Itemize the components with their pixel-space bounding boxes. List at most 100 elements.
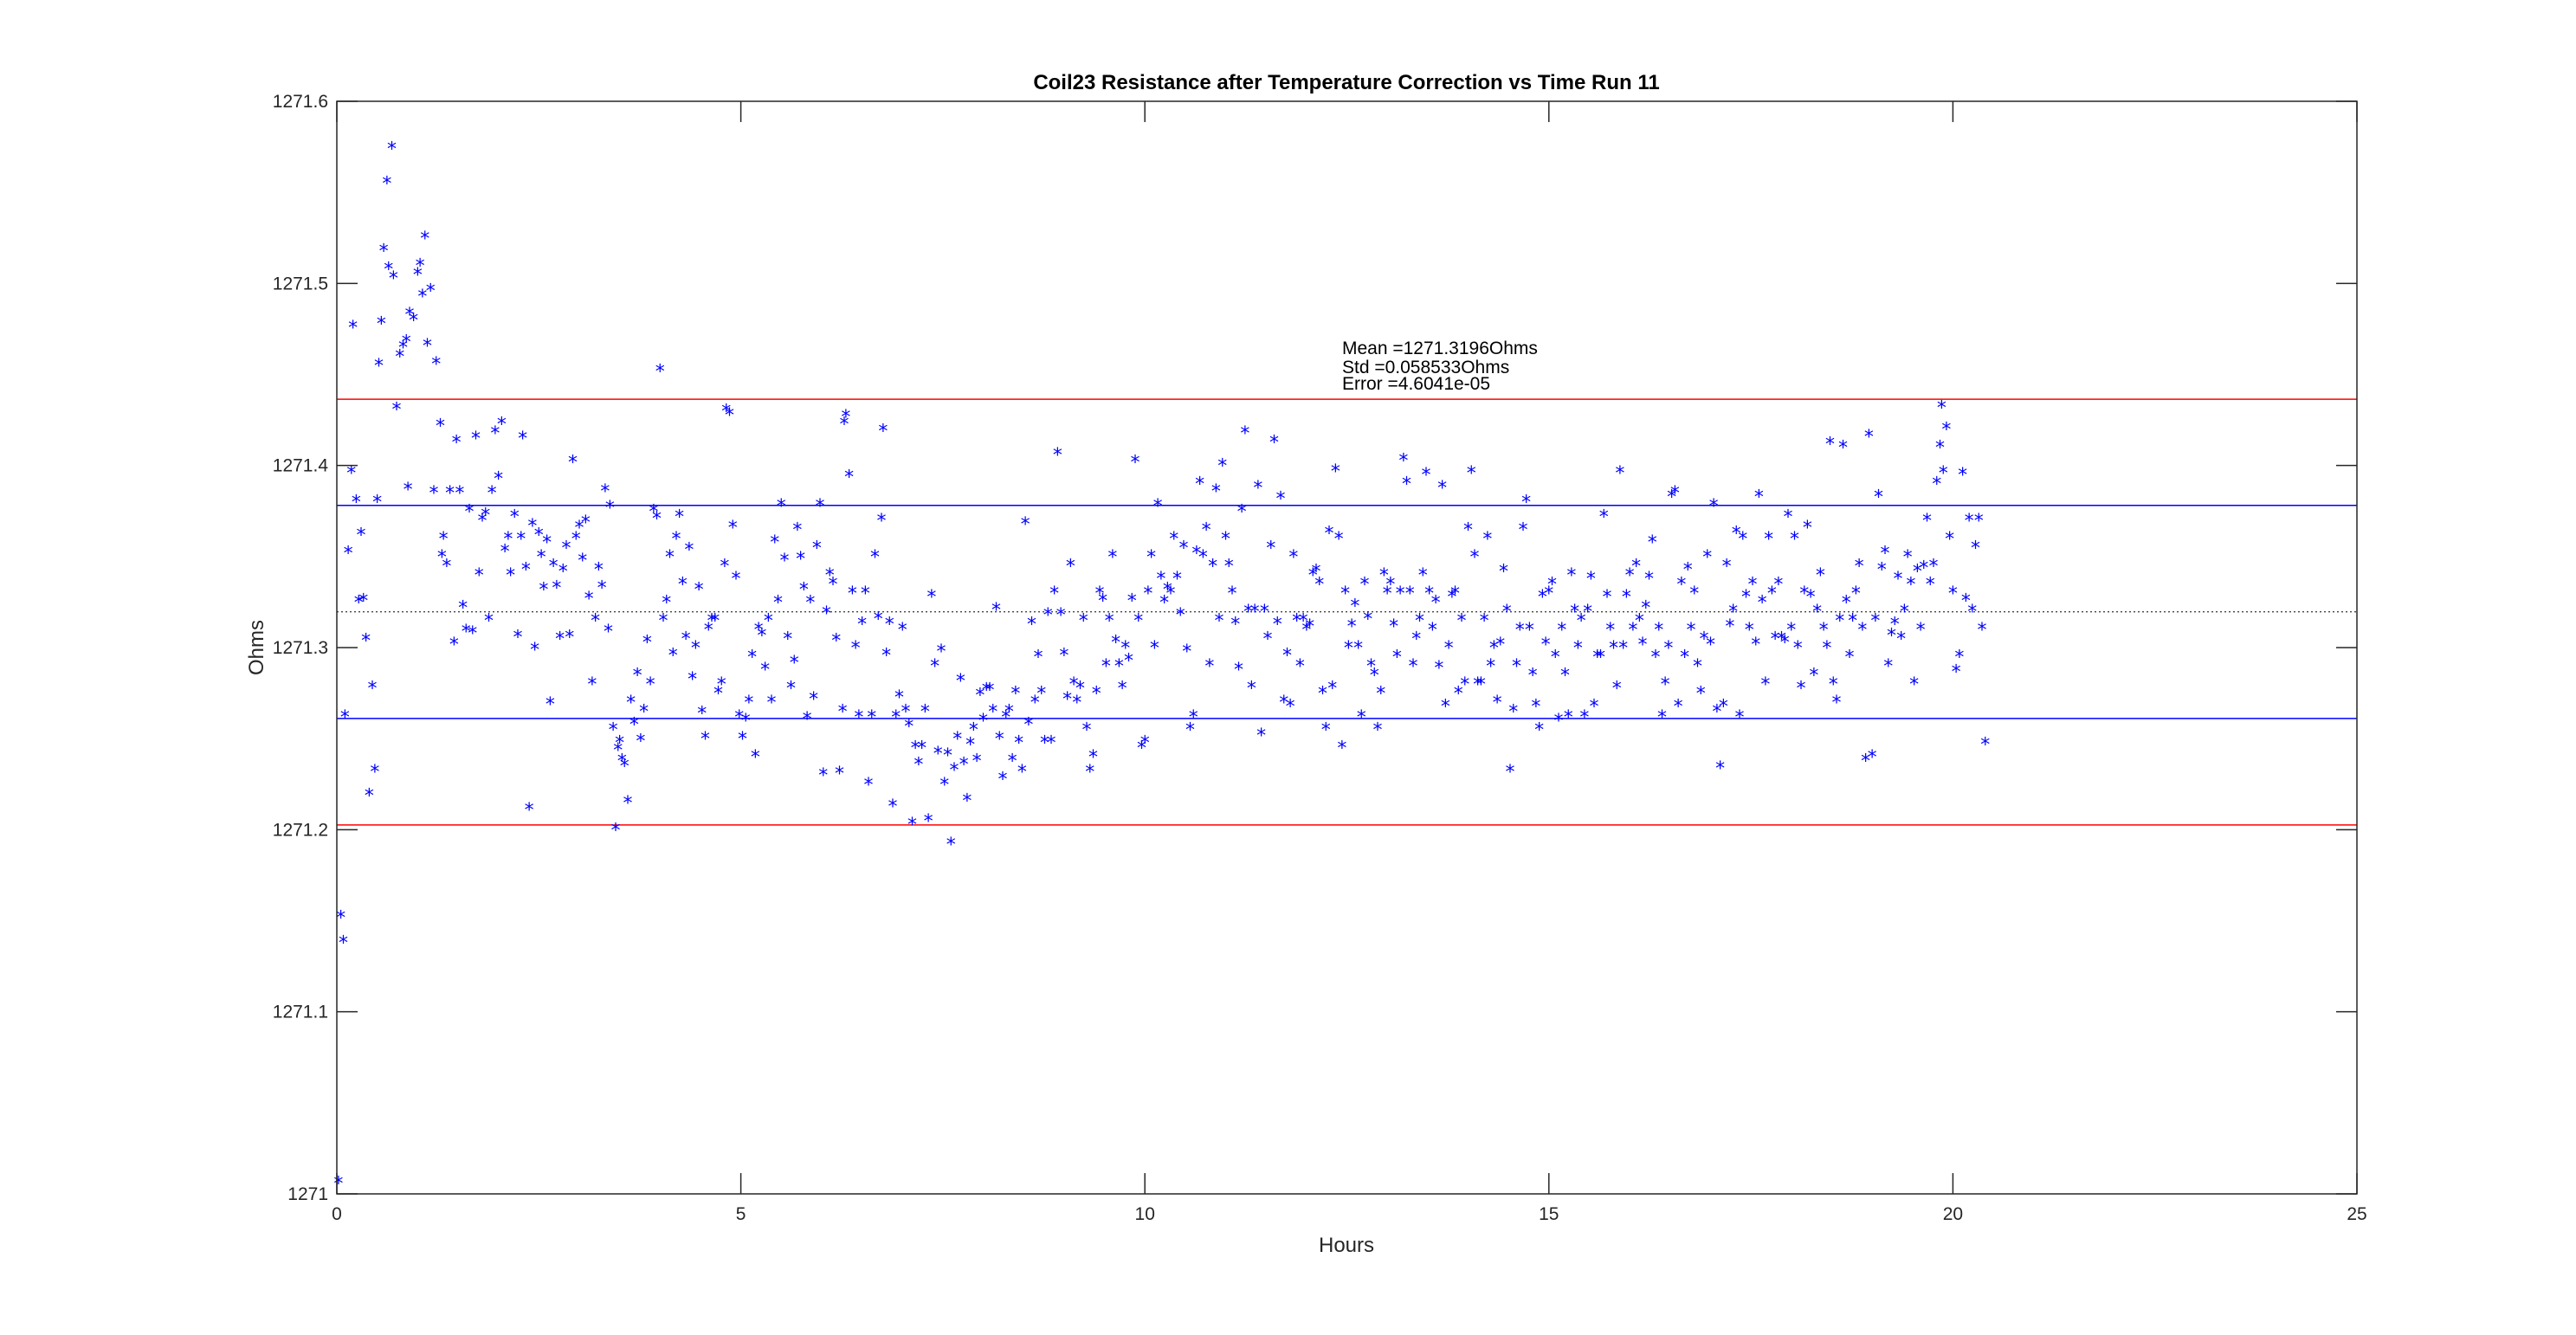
data-point: * — [489, 423, 500, 445]
data-point: * — [1834, 610, 1845, 632]
data-point: * — [593, 560, 604, 582]
data-point: * — [1343, 638, 1354, 660]
data-point: * — [1889, 615, 1901, 636]
data-point: * — [1223, 556, 1235, 577]
data-point: * — [1588, 696, 1599, 718]
data-point: * — [1895, 629, 1907, 650]
data-point: * — [1714, 758, 1726, 780]
data-point: * — [1120, 638, 1131, 660]
data-point: * — [338, 933, 349, 955]
data-point: * — [900, 702, 911, 724]
data-point: * — [657, 610, 668, 632]
data-point: * — [1278, 693, 1289, 714]
data-point: * — [724, 405, 735, 427]
y-axis-ticks: 1271 1271.1 1271.2 1271.3 1271.4 1271.5 1271.6 — [273, 92, 2357, 1204]
data-point: * — [1045, 732, 1056, 754]
data-point: * — [1540, 635, 1551, 656]
data-point: * — [1427, 620, 1438, 642]
data-point: * — [590, 610, 601, 632]
data-point: * — [1026, 615, 1037, 636]
data-point: * — [401, 332, 412, 354]
data-point: * — [1856, 620, 1868, 642]
data-point: * — [1194, 474, 1205, 496]
data-point: * — [753, 620, 765, 642]
data-point: * — [378, 241, 390, 262]
data-point: * — [1233, 660, 1244, 681]
data-point: * — [1850, 584, 1862, 605]
data-point: * — [1698, 629, 1709, 650]
data-point: * — [1753, 487, 1765, 508]
data-point: * — [1785, 620, 1797, 642]
data-point: * — [1140, 732, 1151, 754]
data-point: * — [1314, 574, 1325, 596]
data-point: * — [376, 314, 387, 336]
data-point: * — [450, 432, 462, 454]
data-point: * — [1682, 560, 1694, 582]
data-point: * — [444, 483, 455, 505]
y-tick-label: 1271 — [287, 1184, 328, 1204]
data-point: * — [430, 354, 442, 376]
data-point: * — [719, 556, 730, 577]
data-point: * — [1110, 633, 1121, 655]
data-point: * — [789, 653, 800, 674]
data-point: * — [763, 610, 774, 632]
data-point: * — [849, 638, 861, 660]
data-point: * — [512, 627, 523, 648]
data-point: * — [1708, 496, 1720, 518]
data-point: * — [939, 775, 950, 796]
data-point: * — [1133, 610, 1144, 632]
data-point: * — [1226, 584, 1237, 605]
data-point: * — [335, 907, 346, 929]
data-point: * — [778, 551, 790, 572]
data-point: * — [1746, 574, 1758, 596]
data-point: * — [412, 265, 423, 287]
data-point: * — [438, 529, 449, 551]
data-point: * — [1420, 465, 1431, 487]
data-point: * — [1966, 602, 1978, 623]
data-point: * — [1191, 544, 1202, 565]
data-point: * — [1269, 432, 1280, 454]
y-tick-label: 1271.3 — [273, 638, 328, 658]
data-point: * — [1653, 620, 1664, 642]
data-point: * — [1382, 584, 1393, 605]
data-point: * — [693, 580, 704, 602]
data-point: * — [1805, 587, 1817, 609]
data-point: * — [948, 760, 959, 782]
data-point: * — [499, 542, 510, 564]
data-point: * — [463, 501, 475, 523]
data-point: * — [1757, 592, 1768, 614]
data-point: * — [1960, 590, 1972, 612]
data-point: * — [1019, 514, 1030, 536]
data-point: * — [373, 356, 384, 377]
data-point: * — [1123, 651, 1134, 673]
data-point: * — [425, 281, 436, 303]
data-point: * — [1013, 732, 1024, 754]
data-point: * — [1469, 547, 1480, 569]
data-point: * — [772, 592, 784, 614]
data-point: * — [746, 648, 758, 669]
data-point: * — [727, 518, 739, 539]
data-point: * — [467, 623, 478, 645]
data-point: * — [1841, 592, 1852, 614]
data-point: * — [887, 796, 898, 818]
data-point: * — [1944, 529, 1955, 551]
data-point: * — [355, 526, 366, 547]
data-point: * — [1424, 584, 1435, 605]
data-point: * — [965, 734, 976, 756]
data-point: * — [1750, 635, 1761, 656]
data-point: * — [388, 268, 399, 290]
data-point: * — [687, 669, 698, 691]
data-point: * — [1049, 584, 1060, 605]
data-point: * — [1744, 620, 1755, 642]
data-point: * — [397, 338, 409, 359]
data-point: * — [1630, 556, 1642, 577]
data-point: * — [1533, 720, 1545, 742]
data-point: * — [1165, 584, 1176, 605]
data-point: * — [1236, 501, 1248, 523]
data-point: * — [454, 483, 465, 505]
data-point: * — [560, 538, 571, 559]
data-point: * — [371, 493, 383, 514]
data-point: * — [1330, 461, 1341, 483]
plot-area — [337, 101, 2357, 1194]
data-point: * — [677, 574, 688, 596]
